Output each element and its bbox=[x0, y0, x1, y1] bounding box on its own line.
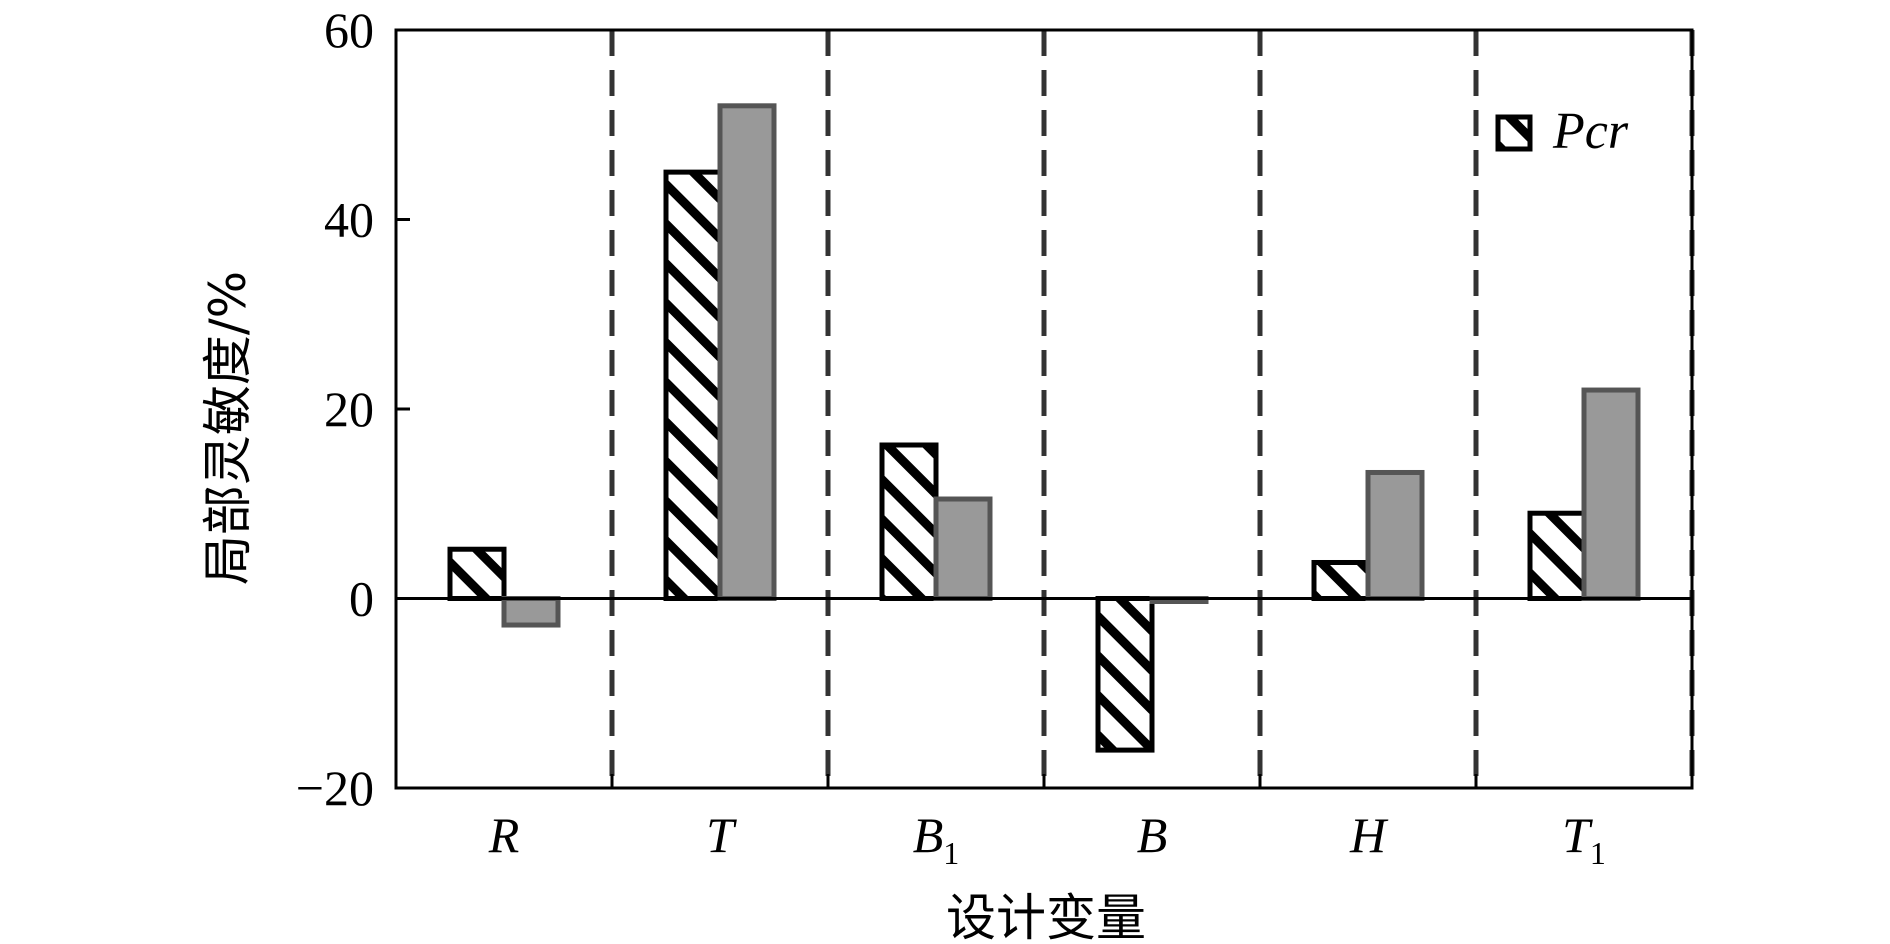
bar-pcr-b1 bbox=[879, 442, 939, 601]
x-tick-label: B1 bbox=[913, 807, 960, 871]
x-tick-label: R bbox=[488, 807, 520, 863]
x-axis-title: 设计变量 bbox=[946, 889, 1146, 944]
legend-swatch-pcr bbox=[1495, 114, 1533, 152]
legend-label-pcr: Pcr bbox=[1552, 103, 1629, 160]
legend: Pcr bbox=[1495, 103, 1629, 160]
bar-series2-r bbox=[501, 596, 561, 628]
y-tick-label: −20 bbox=[296, 760, 374, 816]
axis-labels: 局部灵敏度/% 设计变量 −20 0 20 40 60 R T B1 B H T1 bbox=[199, 2, 1606, 944]
y-tick-label: 20 bbox=[324, 381, 374, 437]
bar-series2-b1 bbox=[933, 496, 993, 602]
y-tick-label: 60 bbox=[324, 2, 374, 58]
y-axis-title: 局部灵敏度/% bbox=[199, 271, 257, 585]
bar-pcr-t bbox=[663, 169, 723, 601]
bar-pcr-b bbox=[1095, 596, 1155, 753]
x-tick-label: T1 bbox=[1562, 807, 1606, 871]
y-tick-label: 0 bbox=[349, 571, 374, 627]
x-tick-label: T bbox=[706, 807, 737, 863]
bar-series2-h bbox=[1365, 469, 1425, 602]
x-tick-label: H bbox=[1349, 807, 1389, 863]
bar-series2-t1 bbox=[1581, 387, 1641, 601]
bar-pcr-h bbox=[1311, 559, 1371, 601]
bar-pcr-t1 bbox=[1527, 510, 1587, 601]
plot-area bbox=[394, 28, 1695, 790]
x-tick-label: B bbox=[1137, 807, 1168, 863]
bar-pcr-r bbox=[447, 546, 507, 601]
bar-series2-t bbox=[717, 103, 777, 602]
y-tick-label: 40 bbox=[324, 192, 374, 248]
